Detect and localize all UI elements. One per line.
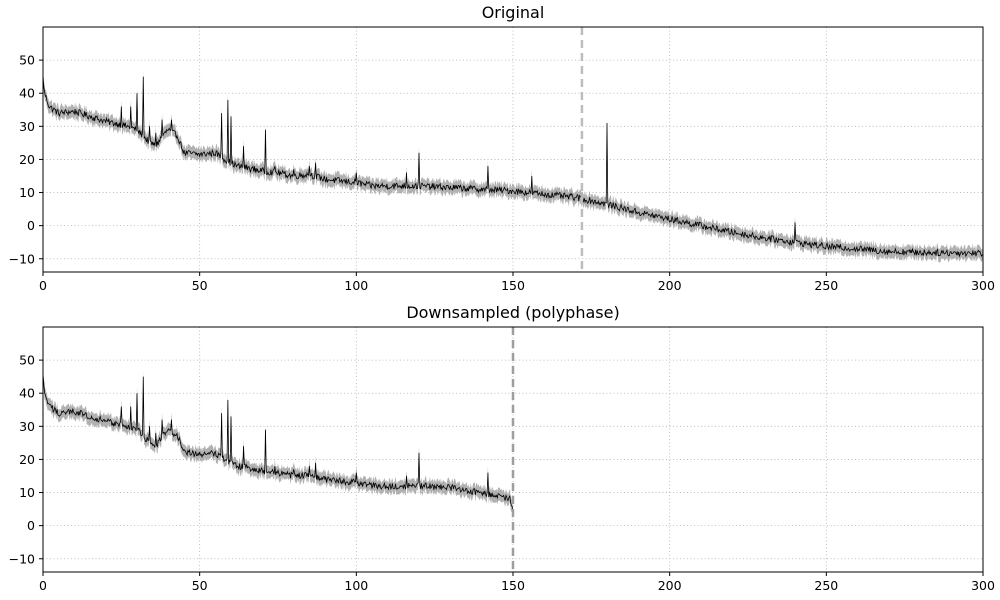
- x-tick-label: 50: [192, 278, 208, 293]
- x-tick-label: 0: [39, 278, 47, 293]
- y-tick-label: 50: [19, 53, 35, 68]
- y-tick-label: 0: [27, 518, 35, 533]
- y-tick-label: 10: [19, 485, 35, 500]
- series-line: [43, 75, 983, 258]
- x-tick-label: 50: [192, 578, 208, 593]
- x-tick-label: 200: [658, 278, 682, 293]
- y-tick-label: 30: [19, 119, 35, 134]
- y-tick-label: 20: [19, 152, 35, 167]
- x-tick-label: 250: [814, 578, 838, 593]
- x-tick-label: 250: [814, 278, 838, 293]
- y-tick-label: −10: [9, 551, 35, 566]
- x-tick-label: 100: [344, 578, 368, 593]
- y-tick-label: 20: [19, 452, 35, 467]
- chart-title: Original: [482, 3, 545, 22]
- x-tick-label: 100: [344, 278, 368, 293]
- x-tick-label: 150: [501, 578, 525, 593]
- data-layer: [43, 369, 514, 522]
- x-tick-label: 200: [658, 578, 682, 593]
- y-tick-label: −10: [9, 251, 35, 266]
- y-tick-label: 50: [19, 353, 35, 368]
- y-tick-label: 40: [19, 86, 35, 101]
- chart-title: Downsampled (polyphase): [406, 303, 619, 322]
- y-tick-label: 40: [19, 386, 35, 401]
- y-tick-label: 30: [19, 419, 35, 434]
- y-tick-label: 10: [19, 185, 35, 200]
- x-tick-label: 150: [501, 278, 525, 293]
- y-tick-label: 0: [27, 218, 35, 233]
- x-tick-label: 300: [971, 578, 995, 593]
- uncertainty-band: [43, 68, 983, 263]
- uncertainty-band: [43, 369, 513, 522]
- series-line: [43, 375, 514, 515]
- x-tick-label: 0: [39, 578, 47, 593]
- data-layer: [43, 68, 983, 263]
- subplot-1: 0 50 100 150 200 250 300 −10 0 10 20 30 40 50 Original: [9, 3, 995, 293]
- subplot-2: 0 50 100 150 200 250 300 −10 0 10 20 30 40 50 Downsamp…: [9, 303, 995, 593]
- x-tick-label: 300: [971, 278, 995, 293]
